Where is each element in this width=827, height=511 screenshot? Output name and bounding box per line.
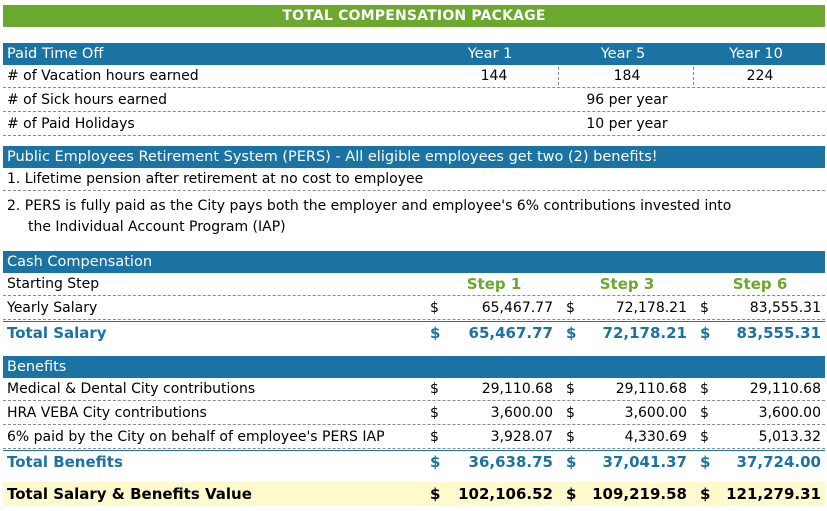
total-benefits-row: Total Benefits $ 36,638.75 $ 37,041.37 $…	[3, 450, 825, 472]
starting-step-label: Starting Step	[7, 276, 100, 292]
yearly-salary-step1: 65,467.77	[481, 300, 553, 316]
grand-total-step1: 102,106.52	[458, 485, 553, 503]
total-salary-step3: 72,178.21	[602, 324, 687, 342]
total-benefits-label: Total Benefits	[7, 453, 123, 471]
benefit-value: 3,928.07	[490, 429, 553, 445]
sick-value: 96 per year	[586, 92, 668, 108]
grand-total-row: Total Salary & Benefits Value $ 102,106.…	[3, 482, 825, 506]
total-salary-step1: 65,467.77	[468, 324, 553, 342]
page-title: TOTAL COMPENSATION PACKAGE	[3, 5, 825, 27]
benefit-row: Medical & Dental City contributions $ 29…	[3, 378, 825, 401]
pers-header: Public Employees Retirement System (PERS…	[3, 146, 825, 168]
step-6-label: Step 6	[732, 275, 788, 293]
benefit-value: 3,600.00	[624, 405, 687, 421]
year1-header: Year 1	[467, 46, 513, 62]
pers-item-1: 1. Lifetime pension after retirement at …	[3, 168, 825, 191]
sick-label: # of Sick hours earned	[7, 92, 168, 108]
starting-step-row: Starting Step Step 1 Step 3 Step 6	[3, 273, 825, 296]
yearly-salary-step6: 83,555.31	[749, 300, 821, 316]
sick-row: # of Sick hours earned 96 per year	[3, 89, 825, 112]
holidays-label: # of Paid Holidays	[7, 116, 135, 132]
yearly-salary-label: Yearly Salary	[7, 300, 98, 316]
total-salary-step6: 83,555.31	[736, 324, 821, 342]
step-1-label: Step 1	[466, 275, 522, 293]
benefit-value: 29,110.68	[615, 381, 687, 397]
benefit-label: Medical & Dental City contributions	[7, 381, 256, 397]
benefit-row: 6% paid by the City on behalf of employe…	[3, 426, 825, 449]
pto-header-label: Paid Time Off	[7, 46, 104, 62]
benefit-value: 29,110.68	[749, 381, 821, 397]
total-benefits-step3: 37,041.37	[602, 453, 687, 471]
year5-header: Year 5	[600, 46, 646, 62]
vacation-label: # of Vacation hours earned	[7, 68, 199, 84]
benefit-label: 6% paid by the City on behalf of employe…	[7, 429, 385, 445]
step-3-label: Step 3	[599, 275, 655, 293]
cash-header: Cash Compensation	[3, 251, 825, 273]
total-salary-row: Total Salary $ 65,467.77 $ 72,178.21 $ 8…	[3, 321, 825, 343]
vacation-year1: 144	[480, 68, 508, 84]
benefit-row: HRA VEBA City contributions $ 3,600.00 $…	[3, 402, 825, 425]
grand-total-label: Total Salary & Benefits Value	[7, 485, 252, 503]
benefit-value: 3,600.00	[490, 405, 553, 421]
pers-item-2-line1: 2. PERS is fully paid as the City pays b…	[7, 198, 732, 214]
holidays-value: 10 per year	[586, 116, 668, 132]
total-salary-label: Total Salary	[7, 324, 107, 342]
vacation-year10: 224	[746, 68, 774, 84]
benefits-header: Benefits	[3, 356, 825, 378]
benefit-value: 29,110.68	[481, 381, 553, 397]
benefit-value: 5,013.32	[758, 429, 821, 445]
pers-item-2: 2. PERS is fully paid as the City pays b…	[3, 196, 825, 240]
pers-item-2-line2: the Individual Account Program (IAP)	[28, 219, 286, 235]
yearly-salary-row: Yearly Salary $ 65,467.77 $ 72,178.21 $ …	[3, 297, 825, 320]
holidays-row: # of Paid Holidays 10 per year	[3, 113, 825, 136]
year10-header: Year 10	[729, 46, 783, 62]
benefit-label: HRA VEBA City contributions	[7, 405, 207, 421]
benefit-value: 3,600.00	[758, 405, 821, 421]
grand-total-step3: 109,219.58	[592, 485, 687, 503]
pto-header: Paid Time Off Year 1 Year 5 Year 10	[3, 43, 825, 65]
vacation-row: # of Vacation hours earned 144 184 224	[3, 65, 825, 88]
yearly-salary-step3: 72,178.21	[615, 300, 687, 316]
grand-total-step6: 121,279.31	[726, 485, 821, 503]
vacation-year5: 184	[613, 68, 641, 84]
total-benefits-step1: 36,638.75	[468, 453, 553, 471]
total-benefits-step6: 37,724.00	[736, 453, 821, 471]
benefit-value: 4,330.69	[624, 429, 687, 445]
